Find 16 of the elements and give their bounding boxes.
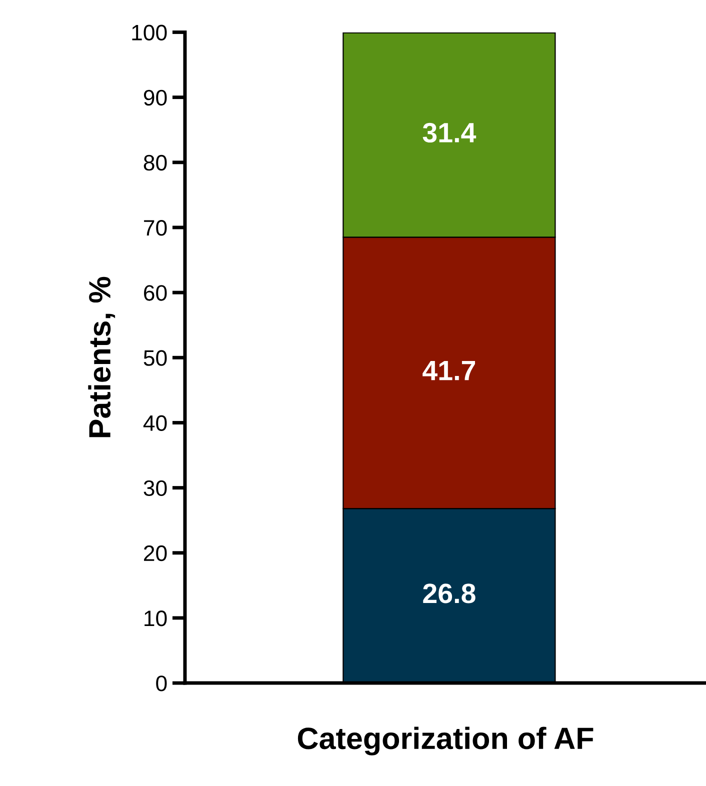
x-axis-title: Categorization of AF [298,726,594,756]
y-tick-label: 70 [144,220,167,236]
y-tick-label: 80 [144,154,167,171]
y-tick-label: 40 [143,415,167,431]
data-label: 26.8 [423,584,476,604]
y-tick-label: 100 [132,24,167,40]
y-tick-label: 0 [156,676,167,692]
y-tick-label: 50 [144,350,167,366]
y-axis-title: Patients, % [88,276,116,438]
data-label: 31.4 [422,122,476,143]
y-tick-label: 10 [144,610,167,626]
y-tick-label: 60 [144,285,167,301]
y-tick-label: 20 [144,545,167,562]
y-tick-label: 30 [144,480,167,496]
data-label: 41.7 [422,360,476,380]
y-tick-label: 90 [144,90,167,106]
